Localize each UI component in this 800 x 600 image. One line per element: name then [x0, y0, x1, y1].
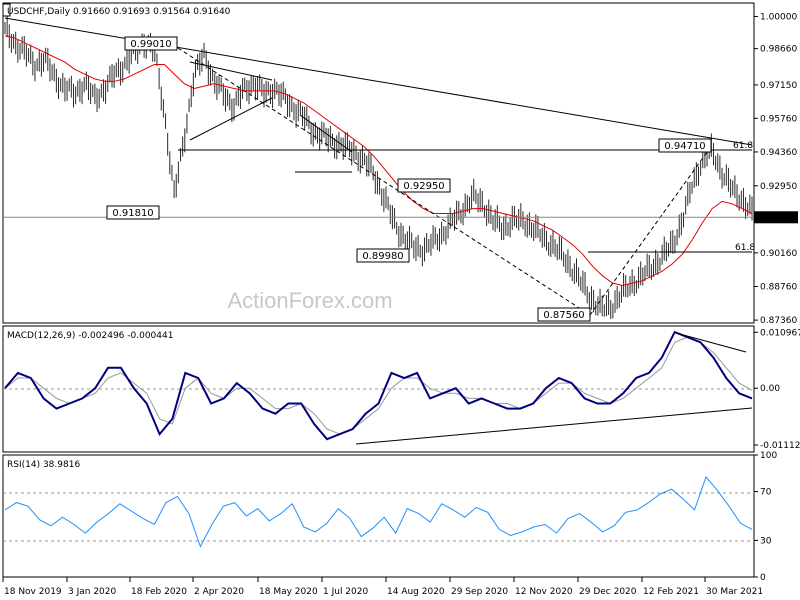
fib-label-lower: 61.8	[735, 243, 755, 253]
watermark: ActionForex.com	[227, 288, 392, 313]
price-ytick-label: 0.95760	[760, 114, 797, 124]
price-annotation-box	[356, 248, 410, 263]
rsi-ytick-label: 0	[760, 573, 766, 583]
macd-trendline-upper	[675, 332, 747, 353]
price-annotation-box	[397, 178, 451, 193]
macd-line	[4, 330, 753, 441]
rsi-ytick-label: 100	[760, 451, 777, 461]
price-header: USDCHF,Daily 0.91660 0.91693 0.91564 0.9…	[7, 7, 231, 17]
rsi-header: RSI(14) 38.9816	[7, 460, 80, 470]
macd-ytick-label: 0.00	[760, 384, 780, 394]
price-annotation-label: 0.89980	[362, 251, 403, 262]
price-annotation-box	[124, 36, 178, 51]
price-annotation-label: 0.99010	[130, 39, 171, 50]
x-tick-label: 3 Jan 2020	[68, 587, 116, 597]
x-tick-label: 18 Feb 2020	[131, 587, 187, 597]
x-tick-label: 14 Aug 2020	[387, 587, 445, 597]
price-annotation-box	[537, 307, 591, 322]
macd-panel: 0.010967 0.00 -0.011127 MACD(12,26,9) -0.0…	[2, 325, 800, 453]
price-annotation-label: 0.87560	[543, 310, 584, 321]
current-price-label: 0.91640	[758, 213, 795, 223]
x-tick-label: 12 Feb 2021	[643, 587, 699, 597]
price-annotation-box	[658, 138, 712, 153]
price-ytick-label: 0.97150	[760, 81, 797, 91]
macd-header: MACD(12,26,9) -0.002496 -0.000441	[7, 331, 173, 341]
x-tick-label: 18 May 2020	[259, 587, 318, 597]
x-tick-label: 12 Nov 2020	[515, 587, 573, 597]
price-ytick-label: 0.87360	[760, 316, 797, 326]
x-tick-label: 1 Jul 2020	[323, 587, 368, 597]
price-annotation-box	[106, 205, 160, 220]
x-tick-label: 29 Dec 2020	[579, 587, 637, 597]
price-ytick-label: 0.90160	[760, 249, 797, 259]
price-ytick-label: 0.92950	[760, 182, 797, 192]
price-annotation-label: 0.94710	[664, 141, 705, 152]
price-bars	[4, 16, 753, 319]
macd-ytick-label: -0.011127	[760, 441, 800, 451]
price-ytick-label: 1.00000	[760, 12, 797, 22]
fib-label-upper: 61.8	[733, 141, 753, 151]
dashed-downtrend	[177, 47, 591, 316]
x-axis: 18 Nov 2019 3 Jan 2020 18 Feb 2020 2 Apr 20…	[2, 577, 763, 597]
price-annotation-label: 0.91810	[112, 208, 153, 219]
dashed-uptrend	[589, 147, 711, 316]
channel-line-d	[299, 114, 353, 153]
x-tick-label: 2 Apr 2020	[194, 587, 244, 597]
x-tick-label: 29 Sep 2020	[451, 587, 508, 597]
rsi-ytick-label: 30	[760, 536, 772, 546]
price-start-marker	[2, 3, 11, 17]
price-panel: ActionForex.com 1.00000 0.98660 0.97150 0.9…	[2, 2, 798, 326]
channel-line-b	[189, 97, 273, 141]
current-price-box	[754, 211, 798, 224]
macd-trendline-lower	[355, 407, 753, 445]
x-tick-label: 30 Mar 2021	[706, 587, 763, 597]
price-annotation-label: 0.92950	[403, 181, 444, 192]
price-ytick-label: 0.94360	[760, 148, 797, 158]
rsi-ytick-label: 70	[760, 488, 772, 498]
rsi-line	[4, 476, 753, 548]
macd-ytick-label: 0.010967	[760, 328, 800, 338]
price-ytick-label: 0.88760	[760, 282, 797, 292]
x-tick-label: 18 Nov 2019	[4, 587, 62, 597]
sma-line	[4, 35, 753, 287]
price-ytick-label: 0.98660	[760, 45, 797, 55]
rsi-panel: 100 70 30 0 RSI(14) 38.9816	[2, 451, 777, 583]
